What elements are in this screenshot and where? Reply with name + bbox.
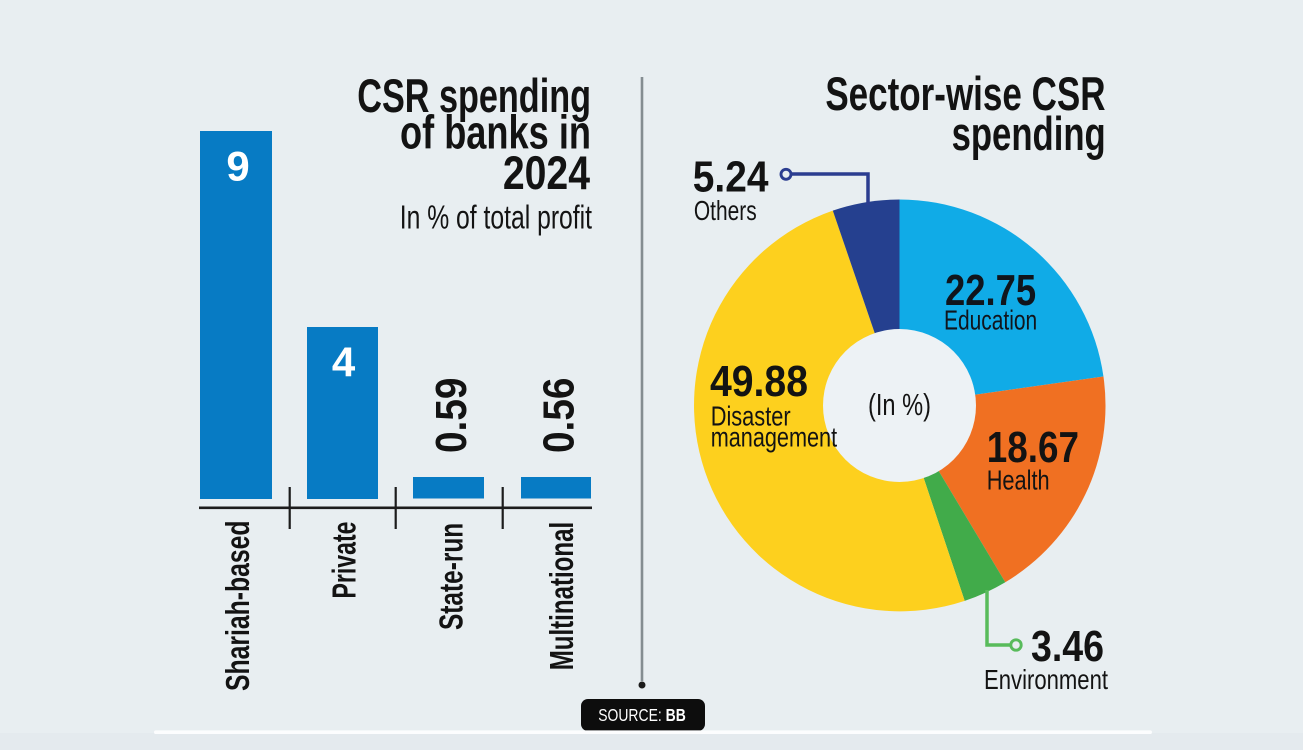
svg-text:Disaster: Disaster <box>711 401 791 432</box>
svg-text:Health: Health <box>987 465 1050 496</box>
svg-text:of banks in: of banks in <box>400 106 591 159</box>
svg-text:spending: spending <box>952 108 1106 160</box>
svg-text:22.75: 22.75 <box>945 265 1036 315</box>
svg-text:Shariah-based: Shariah-based <box>221 521 257 691</box>
svg-text:Multinational: Multinational <box>544 522 581 670</box>
svg-text:Sector-wise CSR: Sector-wise CSR <box>825 67 1105 120</box>
svg-text:18.67: 18.67 <box>987 422 1079 472</box>
svg-text:Environment: Environment <box>984 665 1108 696</box>
svg-text:3.46: 3.46 <box>1031 621 1104 670</box>
svg-text:management: management <box>711 422 837 453</box>
svg-text:2024: 2024 <box>503 148 590 200</box>
svg-text:0.56: 0.56 <box>533 378 583 453</box>
svg-text:Education: Education <box>944 306 1037 337</box>
svg-text:State-run: State-run <box>434 523 470 630</box>
svg-text:Private: Private <box>327 521 364 598</box>
svg-text:49.88: 49.88 <box>710 356 808 406</box>
svg-text:9: 9 <box>226 143 249 190</box>
svg-text:SOURCE: BB: SOURCE: BB <box>598 705 686 725</box>
svg-text:5.24: 5.24 <box>693 151 769 201</box>
svg-text:CSR spending: CSR spending <box>357 70 591 123</box>
svg-text:4: 4 <box>332 338 356 385</box>
svg-text:0.59: 0.59 <box>426 378 476 453</box>
svg-text:(In %): (In %) <box>868 387 931 422</box>
svg-text:Others: Others <box>694 196 757 227</box>
svg-text:In % of total profit: In % of total profit <box>400 200 592 236</box>
